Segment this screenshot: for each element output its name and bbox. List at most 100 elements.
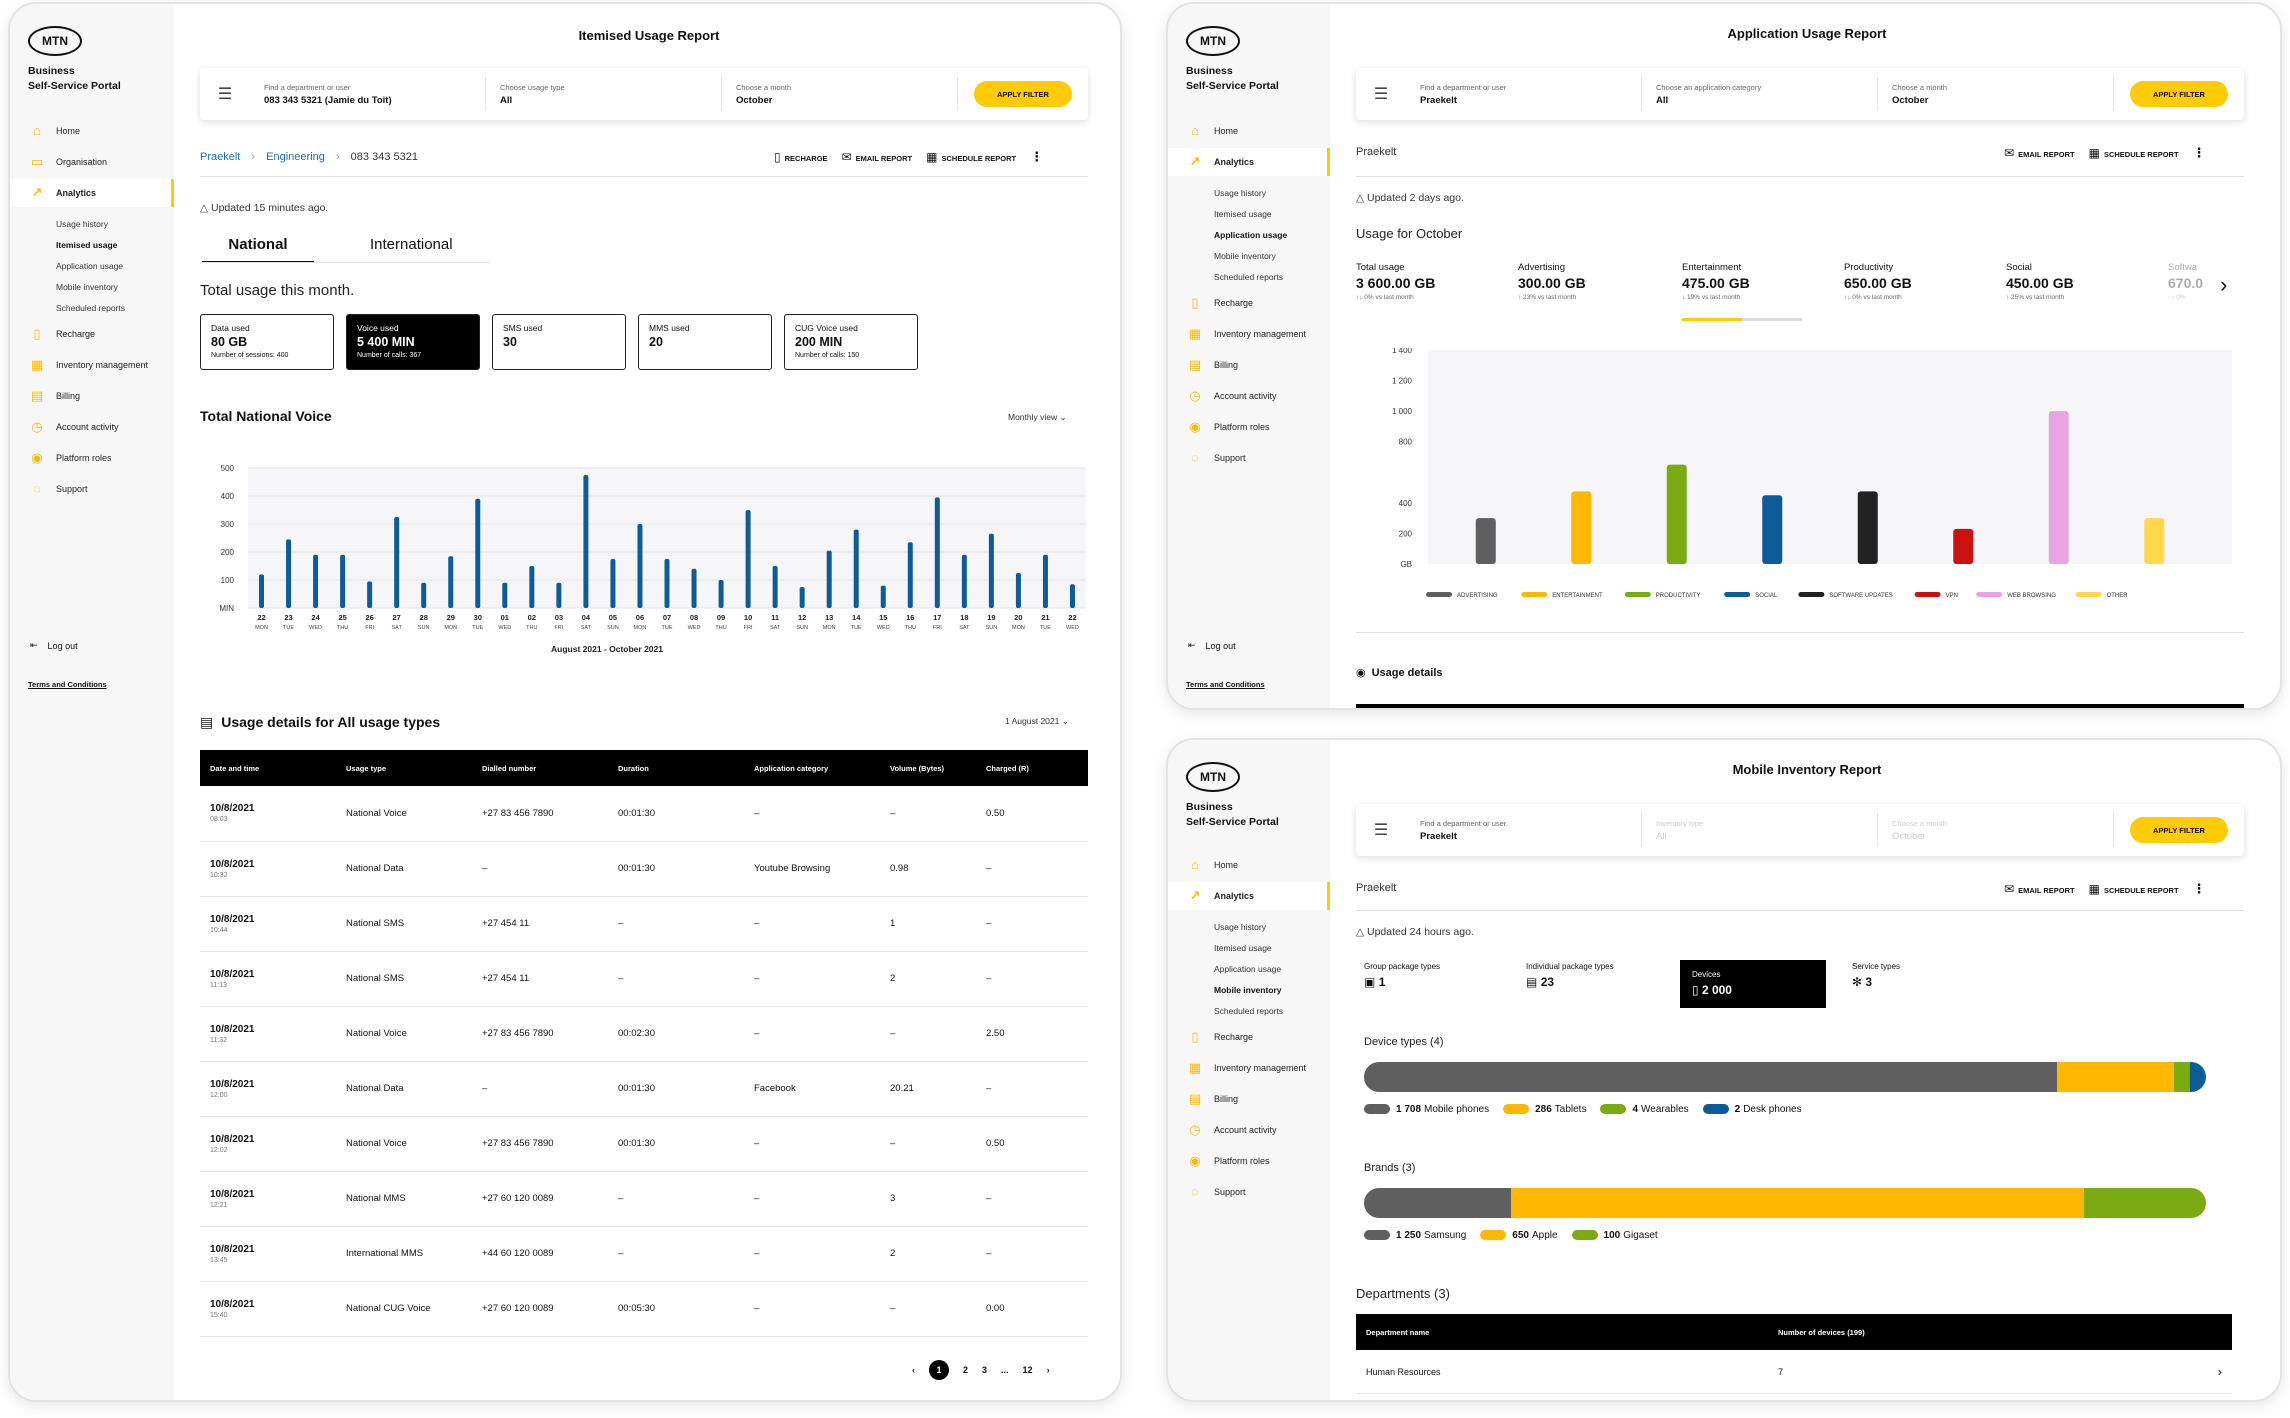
nav-inventory[interactable]: ▦ Inventory management <box>1188 326 1307 341</box>
voice-bar[interactable] <box>475 498 481 608</box>
view-dropdown[interactable]: Monthly view ⌄ <box>1008 412 1067 422</box>
voice-bar[interactable] <box>988 533 994 608</box>
col-date[interactable]: Date and time <box>200 750 336 786</box>
email-report-button[interactable]: ✉ EMAIL REPORT <box>2004 882 2075 896</box>
subnav-application-usage[interactable]: Application usage <box>56 261 124 271</box>
nav-billing[interactable]: ▤ Billing <box>1188 357 1239 372</box>
metric-entertainment[interactable]: Entertainment 475.00 GB ↓ 19% vs last mont… <box>1682 262 1750 301</box>
subnav-application-usage[interactable]: Application usage <box>1214 230 1288 240</box>
voice-bar[interactable] <box>502 582 508 608</box>
nav-billing[interactable]: ▤ Billing <box>30 388 81 403</box>
app-bar[interactable] <box>1475 518 1496 564</box>
nav-recharge[interactable]: ▯ Recharge <box>1168 289 1330 317</box>
subnav-itemised-usage[interactable]: Itemised usage <box>1214 943 1272 953</box>
more-icon[interactable]: ⋮ <box>2192 881 2206 896</box>
nav-support[interactable]: ◌ Support <box>10 475 174 503</box>
page-3[interactable]: 3 <box>982 1365 988 1375</box>
terms-link[interactable]: Terms and Conditions <box>1186 680 1265 689</box>
nav-home[interactable]: ⌂ Home <box>1168 851 1330 879</box>
table-row[interactable]: 10/8/2021 11:32 National Voice +27 83 456 7… <box>200 1006 1088 1062</box>
col-volume[interactable]: Volume (Bytes) <box>880 750 976 786</box>
subnav-application-usage[interactable]: Application usage <box>1214 964 1282 974</box>
breadcrumb-praekelt[interactable]: Praekelt <box>200 151 241 163</box>
voice-bar[interactable] <box>934 497 940 608</box>
voice-bar[interactable] <box>394 517 400 608</box>
nav-organisation[interactable]: ▭ Organisation <box>30 154 108 169</box>
voice-bar[interactable] <box>610 559 616 608</box>
apply-filter-button[interactable]: APPLY FILTER <box>2130 817 2228 843</box>
voice-bar[interactable] <box>367 581 373 608</box>
bar-segment[interactable] <box>2189 1062 2206 1092</box>
bar-segment[interactable] <box>1364 1188 1511 1218</box>
page-1[interactable]: 1 <box>929 1360 949 1380</box>
voice-bar[interactable] <box>961 554 967 608</box>
voice-bar[interactable] <box>259 574 265 608</box>
metric-total[interactable]: Total usage 3 600.00 GB ↑↓ 0% vs last mont… <box>1356 262 1436 301</box>
nav-platform-roles[interactable]: ◉ Platform roles <box>1189 419 1270 434</box>
nav-analytics[interactable]: ↗ Analytics <box>10 179 174 207</box>
app-bar[interactable] <box>1762 495 1783 564</box>
col-charged[interactable]: Charged (R) <box>976 750 1088 786</box>
subnav-scheduled-reports[interactable]: Scheduled reports <box>1214 272 1283 282</box>
voice-bar[interactable] <box>907 542 913 608</box>
table-row[interactable]: 10/8/2021 10:44 National SMS +27 454 11– –1– <box>200 896 1088 952</box>
mtn-logo[interactable]: MTN <box>1186 762 1240 792</box>
recharge-button[interactable]: ▯ RECHARGE <box>774 150 828 164</box>
nav-recharge[interactable]: ▯ Recharge <box>10 320 174 348</box>
prev-page-icon[interactable]: ‹ <box>912 1365 915 1375</box>
col-dialled[interactable]: Dialled number <box>472 750 608 786</box>
voice-bar[interactable] <box>826 550 832 608</box>
department-filter[interactable]: Find a department or user 083 343 5321 (J… <box>250 77 486 111</box>
col-devices[interactable]: Number of devices (199) <box>1778 1328 1865 1337</box>
stat-voice[interactable]: Voice used 5 400 MIN Number of calls: 367 <box>346 314 480 370</box>
table-row[interactable]: 10/8/2021 08:03 National Voice +27 83 456 7… <box>200 786 1088 842</box>
table-row[interactable]: 10/8/2021 13:45 International MMS +44 60 12… <box>200 1226 1088 1282</box>
month-filter[interactable]: Choose a month October <box>1878 77 2114 111</box>
schedule-report-button[interactable]: ▦ SCHEDULE REPORT <box>2088 882 2179 896</box>
stat-cug-voice[interactable]: CUG Voice used 200 MIN Number of calls: 15… <box>784 314 918 370</box>
more-icon[interactable]: ⋮ <box>1030 149 1044 164</box>
bar-segment[interactable] <box>2057 1062 2174 1092</box>
mtn-logo[interactable]: MTN <box>28 26 82 56</box>
voice-bar[interactable] <box>340 554 346 608</box>
logout-link[interactable]: ⇤ Log out <box>30 640 78 651</box>
nav-inventory[interactable]: ▦ Inventory management <box>30 357 149 372</box>
subnav-itemised-usage[interactable]: Itemised usage <box>1214 209 1272 219</box>
col-duration[interactable]: Duration <box>608 750 744 786</box>
nav-account-activity[interactable]: ◷ Account activity <box>31 419 119 434</box>
email-report-button[interactable]: ✉ EMAIL REPORT <box>841 150 913 164</box>
app-bar[interactable] <box>2144 518 2165 564</box>
metric-software[interactable]: Softwa 670.0 ↑↓ 0% <box>2168 262 2204 301</box>
terms-link[interactable]: Terms and Conditions <box>28 680 107 689</box>
app-bar[interactable] <box>1953 528 1974 564</box>
voice-bar[interactable] <box>1069 584 1075 608</box>
nav-recharge[interactable]: ▯ Recharge <box>1168 1023 1330 1051</box>
nav-account-activity[interactable]: ◷ Account activity <box>1189 1122 1277 1137</box>
table-row[interactable]: 10/8/2021 11:13 National SMS +27 454 11– –2– <box>200 951 1088 1007</box>
table-row[interactable]: 10/8/2021 12:02 National Voice +27 83 456 7… <box>200 1116 1088 1172</box>
voice-bar[interactable] <box>556 582 562 608</box>
voice-bar[interactable] <box>799 587 805 608</box>
nav-analytics[interactable]: ↗ Analytics <box>1168 148 1330 176</box>
voice-bar[interactable] <box>853 529 859 608</box>
metric-advertising[interactable]: Advertising 300.00 GB ↑ 23% vs last month <box>1518 262 1586 301</box>
subnav-usage-history[interactable]: Usage history <box>1214 188 1266 198</box>
table-row[interactable]: 10/8/2021 10:32 National Data –00:01:30 Yout… <box>200 841 1088 897</box>
nav-platform-roles[interactable]: ◉ Platform roles <box>31 450 112 465</box>
breadcrumb-engineering[interactable]: Engineering <box>266 151 325 163</box>
stat-data[interactable]: Data used 80 GB Number of sessions: 400 <box>200 314 334 370</box>
nav-billing[interactable]: ▤ Billing <box>1188 1091 1239 1106</box>
bar-segment[interactable] <box>2083 1188 2206 1218</box>
subnav-mobile-inventory[interactable]: Mobile inventory <box>56 282 118 292</box>
chevron-right-icon[interactable]: › <box>2220 272 2228 297</box>
email-report-button[interactable]: ✉ EMAIL REPORT <box>2004 146 2075 160</box>
metric-productivity[interactable]: Productivity 650.00 GB ↑↓ 0% vs last month <box>1844 262 1912 301</box>
table-row[interactable]: 10/8/2021 12:00 National Data –00:01:30 Face… <box>200 1061 1088 1117</box>
nav-analytics[interactable]: ↗ Analytics <box>1168 882 1330 910</box>
subnav-mobile-inventory[interactable]: Mobile inventory <box>1214 251 1276 261</box>
breadcrumb[interactable]: Praekelt <box>1356 146 1397 158</box>
metric-social[interactable]: Social 450.00 GB ↑ 25% vs last month <box>2006 262 2074 301</box>
voice-bar[interactable] <box>880 585 886 608</box>
voice-bar[interactable] <box>313 554 319 608</box>
tab-national[interactable]: National <box>202 236 314 263</box>
